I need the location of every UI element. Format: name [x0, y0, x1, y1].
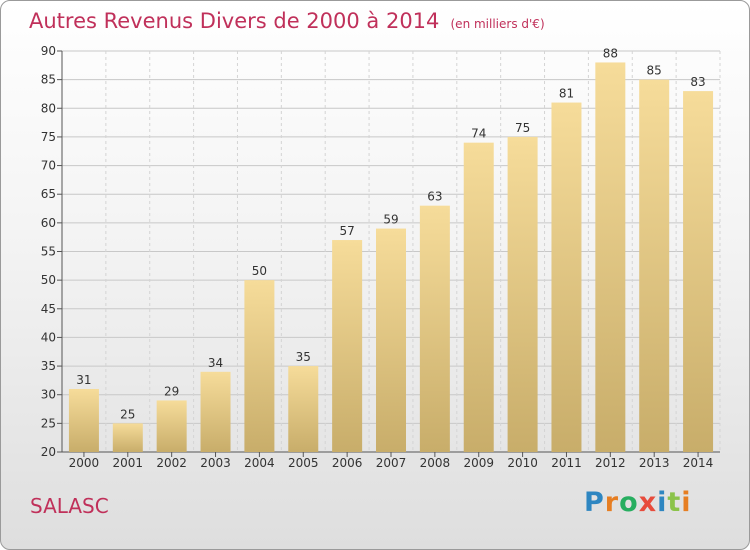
bar	[112, 423, 143, 452]
bar	[244, 280, 275, 452]
x-tick-label: 2005	[288, 456, 319, 470]
data-label: 35	[296, 350, 311, 364]
y-tick-label: 75	[41, 130, 56, 144]
y-tick-label: 65	[41, 187, 56, 201]
y-tick-label: 20	[41, 445, 56, 459]
data-label: 34	[208, 356, 223, 370]
x-tick-label: 2009	[463, 456, 494, 470]
y-tick-label: 80	[41, 101, 56, 115]
y-tick-label: 35	[41, 359, 56, 373]
x-tick-label: 2011	[551, 456, 582, 470]
bar	[376, 228, 406, 452]
x-tick-label: 2001	[113, 456, 144, 470]
bar-layer	[68, 62, 714, 453]
logo-letter: P	[584, 487, 605, 518]
x-tick-label: 2012	[595, 456, 626, 470]
y-tick-label: 25	[41, 416, 56, 430]
logo-letter: i	[681, 487, 692, 518]
bar	[419, 205, 450, 452]
x-tick-label: 2014	[683, 456, 714, 470]
chart-title-row: Autres Revenus Divers de 2000 à 2014 (en…	[29, 9, 545, 33]
data-label: 74	[471, 127, 486, 141]
data-label: 88	[603, 46, 618, 60]
data-label: 63	[427, 190, 442, 204]
chart-subtitle: (en milliers d'€)	[450, 17, 545, 31]
y-tick-label: 30	[41, 388, 56, 402]
y-tick-label: 40	[41, 330, 56, 344]
x-tick-label: 2010	[507, 456, 538, 470]
x-tick-label: 2002	[156, 456, 187, 470]
bar	[68, 388, 99, 452]
logo-letter: o	[619, 487, 639, 518]
bar	[683, 91, 714, 452]
bar	[156, 400, 187, 452]
data-label: 25	[120, 407, 135, 421]
x-tick-label: 2007	[376, 456, 407, 470]
y-tick-label: 60	[41, 216, 56, 230]
logo-letter: r	[604, 487, 620, 518]
data-label: 59	[383, 213, 398, 227]
y-tick-label: 90	[41, 44, 56, 58]
bar	[200, 371, 231, 452]
data-label: 29	[164, 384, 179, 398]
location-label: SALASC	[30, 494, 109, 518]
chart-title: Autres Revenus Divers de 2000 à 2014	[29, 9, 440, 33]
x-tick-label: 2008	[420, 456, 451, 470]
data-label: 50	[252, 264, 267, 278]
data-label: 31	[76, 373, 91, 387]
y-tick-label: 55	[41, 245, 56, 259]
y-tick-label: 45	[41, 302, 56, 316]
bar	[551, 102, 582, 453]
logo-letter: t	[667, 487, 682, 518]
x-tick-label: 2006	[332, 456, 363, 470]
y-tick-label: 85	[41, 73, 56, 87]
data-label: 75	[515, 121, 530, 135]
label-layer: 31 2000 25 2001 29 2002 34 2003 50 2004 35 2005 57 20…	[69, 46, 714, 470]
bar	[507, 136, 538, 452]
y-tick-label: 50	[41, 273, 56, 287]
x-tick-label: 2000	[69, 456, 100, 470]
logo-letter: x	[638, 487, 658, 518]
data-label: 85	[647, 64, 662, 78]
bar	[639, 79, 670, 453]
x-tick-label: 2013	[639, 456, 670, 470]
data-label: 81	[559, 87, 574, 101]
bar	[595, 62, 626, 452]
logo-letter: i	[657, 487, 668, 518]
bar	[463, 142, 494, 452]
y-tick-label: 70	[41, 159, 56, 173]
x-tick-label: 2004	[244, 456, 275, 470]
bar	[288, 366, 319, 452]
data-label: 57	[339, 224, 354, 238]
bar	[332, 240, 363, 452]
x-tick-label: 2003	[200, 456, 231, 470]
proxiti-logo: Proxiti	[584, 487, 692, 518]
data-label: 83	[690, 75, 705, 89]
